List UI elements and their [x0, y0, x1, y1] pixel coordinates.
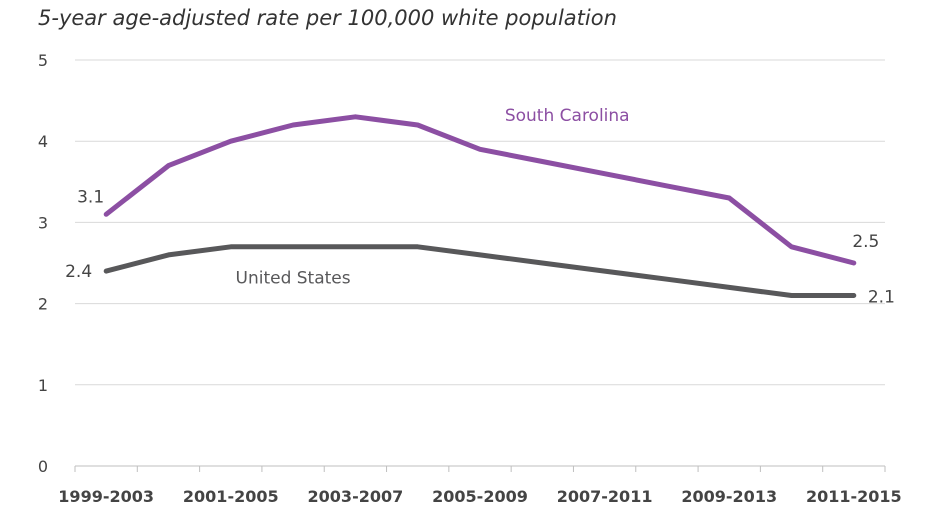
data-labels: 3.1 2.5 South Carolina 2.4 2.1 United States	[65, 106, 895, 308]
y-tick-label: 5	[38, 51, 48, 70]
x-tick-label: 2001-2005	[183, 487, 279, 506]
x-tick-label: 2003-2007	[308, 487, 404, 506]
series-name-label: South Carolina	[505, 106, 630, 126]
y-tick-label: 4	[38, 132, 48, 151]
series-lines	[103, 114, 857, 298]
y-tick-label: 2	[38, 295, 48, 314]
data-label-end: 2.5	[852, 232, 879, 252]
x-tick-label: 2011-2015	[806, 487, 902, 506]
gridlines	[75, 59, 885, 386]
chart-title: 5-year age-adjusted rate per 100,000 whi…	[38, 6, 617, 30]
y-tick-label: 3	[38, 213, 48, 232]
x-tick-label: 2007-2011	[557, 487, 653, 506]
x-axis: 1999-2003 2001-2005 2003-2007 2005-2009 2007…	[58, 465, 902, 506]
series-line-united-states	[103, 244, 857, 298]
data-label-end: 2.1	[868, 287, 895, 307]
data-label-start: 3.1	[77, 187, 104, 207]
series-name-label: United States	[236, 268, 351, 288]
x-tick-label: 2009-2013	[681, 487, 777, 506]
y-tick-label: 0	[38, 457, 48, 476]
x-tick-label: 1999-2003	[58, 487, 154, 506]
y-tick-label: 1	[38, 376, 48, 395]
series-line-south-carolina	[103, 114, 857, 266]
x-tick-label: 2005-2009	[432, 487, 528, 506]
y-axis: 0 1 2 3 4 5	[38, 51, 48, 476]
data-label-start: 2.4	[65, 262, 92, 282]
